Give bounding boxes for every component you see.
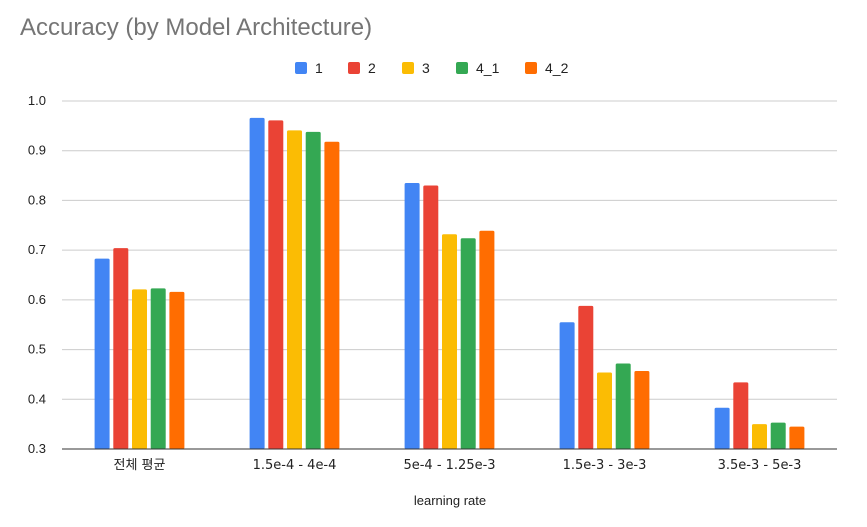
x-tick-label: 1.5e-4 - 4e-4 [253,458,337,473]
bar-series-4_2-4 [789,426,805,449]
bar-series-3-2 [442,234,457,449]
bar-series-2-1 [268,120,284,449]
legend-item-4_2: 4_2 [525,58,568,78]
y-tick-label: 0.9 [28,143,46,158]
legend-swatch [456,62,468,74]
chart-title: Accuracy (by Model Architecture) [20,14,373,41]
bar-series-1-2 [404,183,420,449]
bar-series-4_1-3 [615,363,631,449]
bar-series-1-1 [249,117,265,450]
bar-series-4_2-3 [634,370,650,449]
y-tick-label: 0.4 [28,391,46,406]
bar-series-3-0 [132,289,147,449]
bar-series-4_1-4 [770,422,786,449]
legend-swatch [348,62,360,74]
bar-series-1-4 [714,407,730,449]
y-tick-label: 0.3 [28,441,46,456]
bar-series-2-4 [733,382,749,449]
x-axis-title: learning rate [414,493,486,508]
x-tick-label: 전체 평균 [114,458,166,473]
bar-series-2-0 [113,248,129,449]
legend-label: 2 [368,60,376,76]
bar-series-3-4 [752,424,767,449]
bar-series-1-3 [559,322,575,449]
y-tick-label: 1.0 [28,93,46,108]
bar-series-4_1-1 [305,131,321,449]
legend-item-3: 3 [402,58,430,78]
legend-item-4_1: 4_1 [456,58,499,78]
x-tick-label: 5e-4 - 1.25e-3 [403,458,495,473]
legend-item-2: 2 [348,58,376,78]
bar-series-4_1-2 [460,238,476,449]
bar-series-3-3 [597,372,612,449]
y-tick-label: 0.5 [28,342,46,357]
bar-series-2-3 [578,305,594,449]
legend-swatch [402,62,414,74]
y-tick-label: 0.8 [28,192,46,207]
legend-label: 4_1 [476,60,500,76]
bar-series-4_2-0 [169,291,185,449]
y-tick-label: 0.6 [28,292,46,307]
legend-label: 3 [422,60,430,76]
bar-series-2-2 [423,185,439,449]
bar-series-4_1-0 [150,288,166,449]
y-tick-label: 0.7 [28,242,46,257]
bar-series-1-0 [94,258,110,449]
legend: 1 2 3 4_1 4_2 [0,58,867,78]
bar-series-3-1 [287,130,302,449]
x-tick-label: 1.5e-3 - 3e-3 [563,458,647,473]
legend-label: 1 [315,60,323,76]
legend-swatch [295,62,307,74]
legend-swatch [525,62,537,74]
x-tick-label: 3.5e-3 - 5e-3 [718,458,802,473]
bar-series-4_2-2 [479,230,495,449]
bar-series-4_2-1 [324,141,340,449]
legend-item-1: 1 [295,58,323,78]
legend-label: 4_2 [545,60,569,76]
